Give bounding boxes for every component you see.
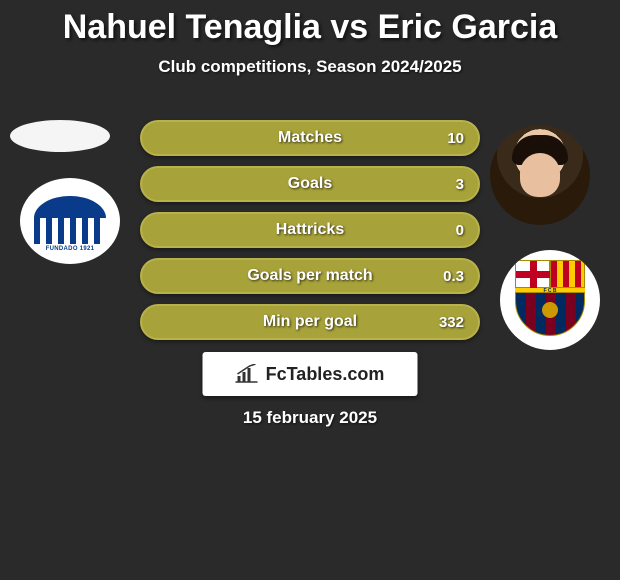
- page-title: Nahuel Tenaglia vs Eric Garcia: [0, 0, 620, 47]
- stat-value: 332: [439, 314, 464, 331]
- stat-label: Hattricks: [276, 221, 344, 239]
- stat-value: 3: [456, 176, 464, 193]
- stat-value: 0: [456, 222, 464, 239]
- stat-row-min-per-goal: Min per goal 332: [140, 304, 480, 340]
- source-logo-text: FcTables.com: [266, 364, 385, 385]
- stat-row-hattricks: Hattricks 0: [140, 212, 480, 248]
- stat-value: 0.3: [443, 268, 464, 285]
- stat-row-goals: Goals 3: [140, 166, 480, 202]
- stat-row-goals-per-match: Goals per match 0.3: [140, 258, 480, 294]
- stat-label: Min per goal: [263, 313, 357, 331]
- stat-label: Matches: [278, 129, 342, 147]
- chart-icon: [236, 364, 260, 384]
- stat-label: Goals: [288, 175, 332, 193]
- stat-row-matches: Matches 10: [140, 120, 480, 156]
- date-text: 15 february 2025: [0, 408, 620, 428]
- stat-label: Goals per match: [247, 267, 372, 285]
- subtitle: Club competitions, Season 2024/2025: [0, 57, 620, 77]
- stats-list: Matches 10 Goals 3 Hattricks 0 Goals per…: [0, 120, 620, 350]
- stat-value: 10: [447, 130, 464, 147]
- source-logo: FcTables.com: [203, 352, 418, 396]
